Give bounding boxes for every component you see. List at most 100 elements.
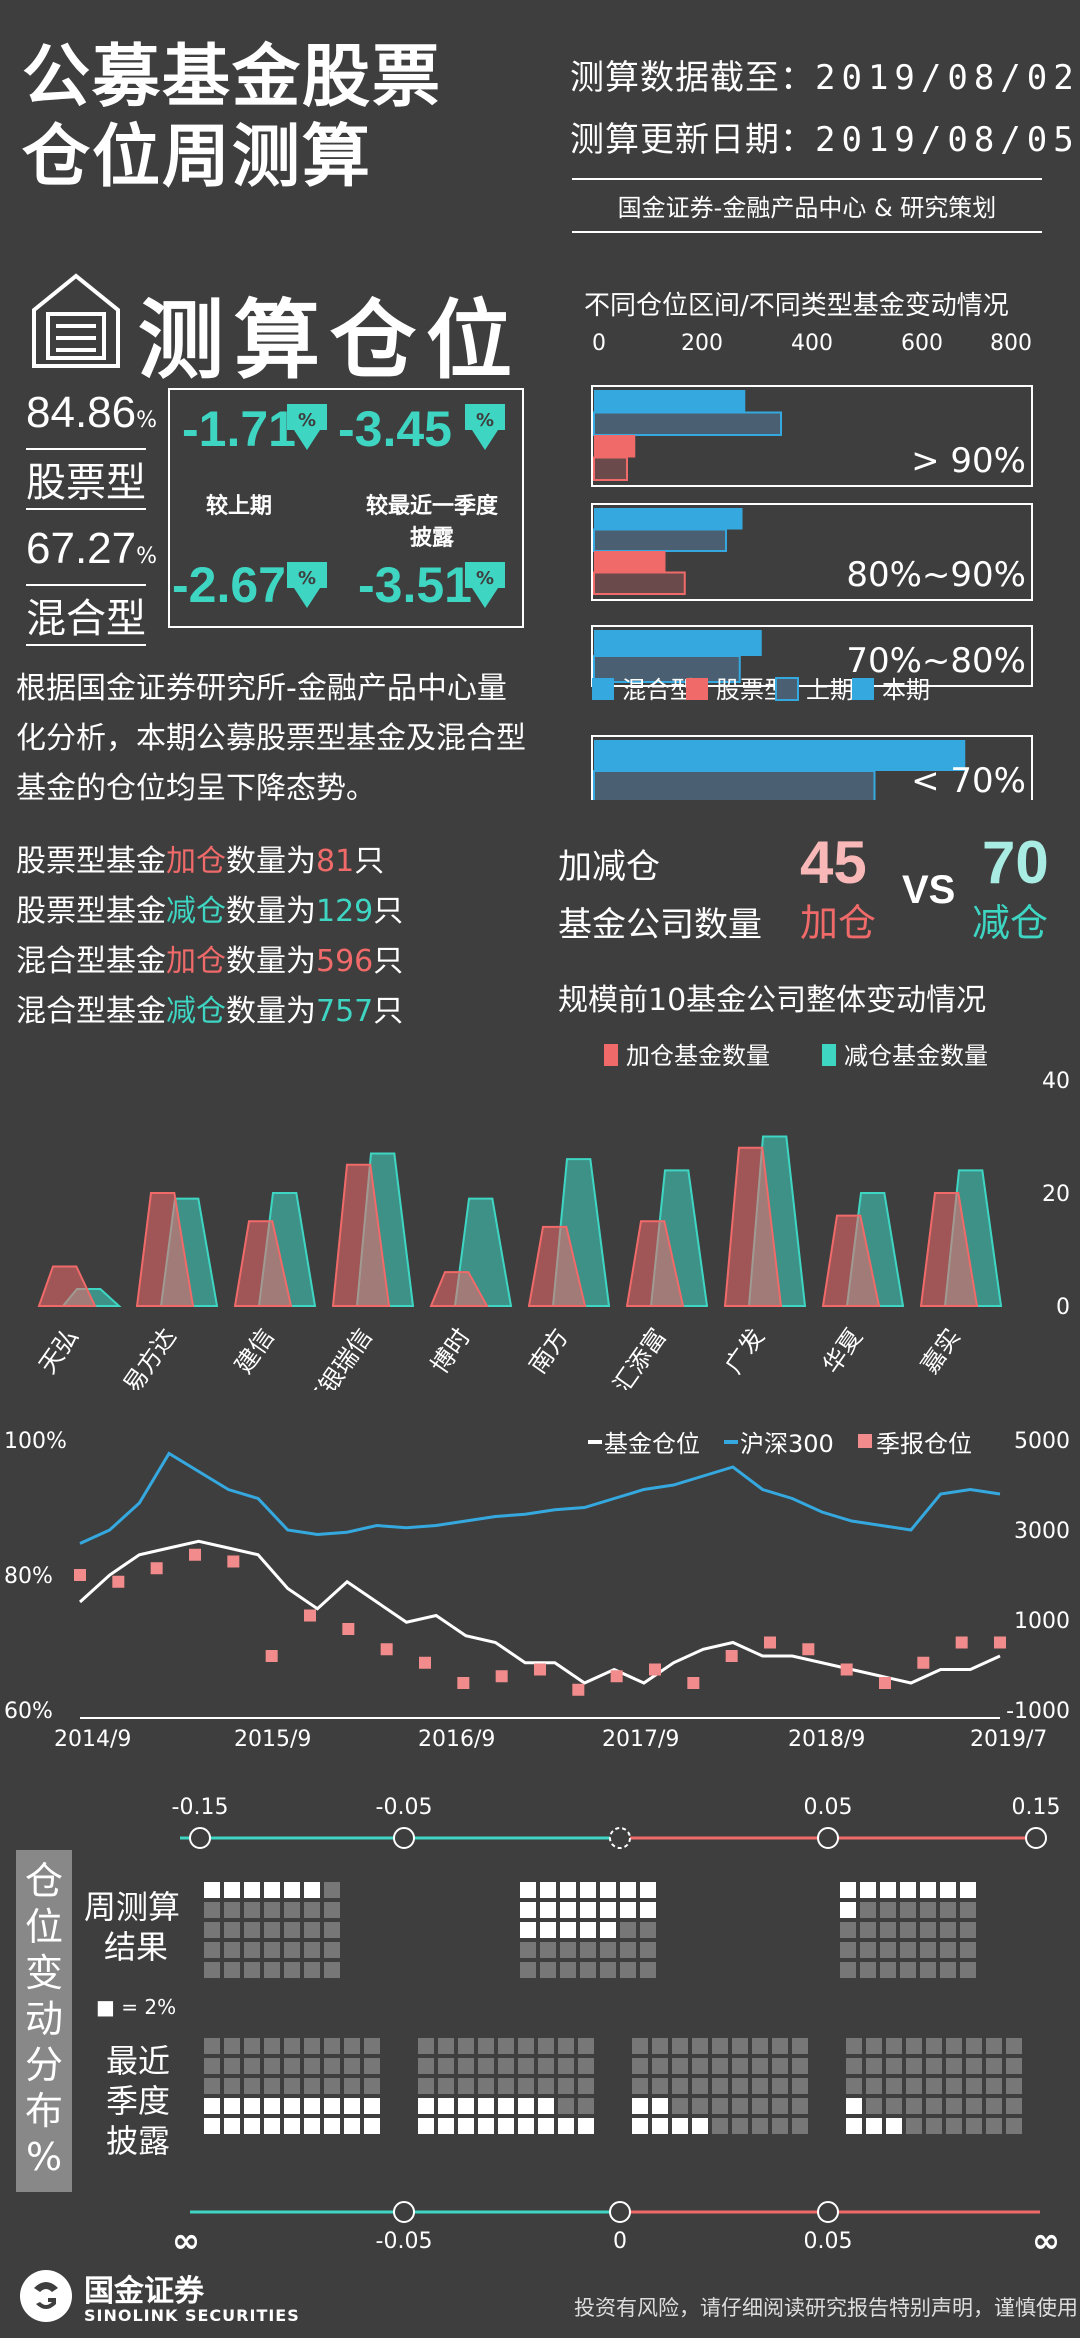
waffle-square <box>284 1922 300 1938</box>
waffle-square <box>538 2038 554 2054</box>
y-tick-label: 0 <box>1056 1295 1070 1320</box>
waffle-square <box>792 2058 808 2074</box>
waffle-square <box>672 2118 688 2134</box>
waffle-square <box>304 1902 320 1918</box>
waffle-square <box>640 1922 656 1938</box>
waffle-square <box>560 1942 576 1958</box>
stat-post: 数量为 <box>226 944 316 979</box>
pct-unit: % <box>136 544 158 569</box>
range-label: > 90% <box>911 441 1026 481</box>
waffle-square <box>458 2038 474 2054</box>
waffle-square <box>920 1902 936 1918</box>
waffle-square <box>940 1882 956 1898</box>
waffle-square <box>620 1902 636 1918</box>
waffle-square <box>478 2078 494 2094</box>
cut-company-label: 减仓 <box>972 901 1049 945</box>
waffle-square <box>600 1942 616 1958</box>
legend-label: 上期 <box>806 676 854 704</box>
stat-post: 数量为 <box>226 994 316 1029</box>
bar-mixed-last <box>594 508 743 530</box>
waffle-square <box>692 2038 708 2054</box>
mixed-change-last: -2.67 <box>172 556 286 614</box>
x-tick-label: 2016/9 <box>418 1727 495 1752</box>
bar-mixed-last <box>594 630 762 656</box>
axis-node <box>189 1827 211 1849</box>
quarter-marker <box>764 1636 776 1649</box>
waffle-square <box>244 1962 260 1978</box>
waffle-square <box>304 1882 320 1898</box>
waffle-square <box>940 1962 956 1978</box>
category-label: 嘉实 <box>915 1323 965 1378</box>
axis-node <box>393 1827 415 1849</box>
category-label: 易方达 <box>118 1323 182 1390</box>
waffle-square <box>364 2098 380 2114</box>
legend-swatch <box>858 1434 872 1448</box>
add-bar <box>625 1220 685 1307</box>
axis-node <box>817 1827 839 1849</box>
waffle-square <box>224 1942 240 1958</box>
waffle-square <box>986 2118 1002 2134</box>
waffle-square <box>498 2058 514 2074</box>
stat-num: 596 <box>316 944 374 979</box>
waffle-square <box>324 2038 340 2054</box>
waffle-square <box>792 2038 808 2054</box>
waffle-square <box>244 1902 260 1918</box>
legend-swatch <box>592 678 614 700</box>
waffle-square <box>600 1902 616 1918</box>
waffle-square <box>732 2118 748 2134</box>
bar-mixed-current <box>593 411 782 436</box>
bottom-tick: 0.05 <box>804 2229 853 2250</box>
chart-title: 不同仓位区间/不同类型基金变动情况 <box>584 291 1009 321</box>
stat-line: 股票型基金加仓数量为81只 <box>16 836 384 880</box>
add-bar <box>919 1192 979 1307</box>
waffle-square <box>712 2118 728 2134</box>
stat-num: 81 <box>316 844 355 879</box>
hs300-line <box>79 1451 1001 1545</box>
x-tick-label: 800 <box>990 331 1032 356</box>
waffle-square <box>580 1902 596 1918</box>
waffle-square <box>906 2058 922 2074</box>
weekly-label: 结果 <box>104 1928 168 1966</box>
add-bar <box>233 1220 293 1307</box>
waffle-square <box>204 2038 220 2054</box>
waffle-square <box>304 1942 320 1958</box>
waffle-square <box>364 2058 380 2074</box>
waffle-square <box>986 2058 1002 2074</box>
add-bar <box>429 1271 489 1307</box>
axis-node <box>1025 1827 1047 1849</box>
legend-label: 混合型 <box>622 676 694 704</box>
mixed-change-quarter: -3.51 <box>358 556 472 614</box>
waffle-square <box>578 2118 594 2134</box>
waffle-square <box>304 2058 320 2074</box>
quarter-marker <box>380 1643 393 1656</box>
add-bar <box>37 1265 97 1307</box>
bar-stock-current <box>594 435 636 458</box>
waffle-square <box>324 2058 340 2074</box>
mixed-chg-last-value: -2.67 <box>172 557 286 613</box>
range-group-box <box>591 625 1033 687</box>
add-bar <box>723 1146 783 1307</box>
quarter-marker <box>840 1663 853 1676</box>
waffle-square <box>1006 2078 1022 2094</box>
update-date: 测算更新日期：2019/08/05 <box>570 112 1080 161</box>
waffle-square <box>458 2118 474 2134</box>
waffle-square <box>204 2118 220 2134</box>
waffle-square <box>498 2098 514 2114</box>
waffle-square <box>846 2038 862 2054</box>
legend-swatch <box>775 677 799 701</box>
waffle-square <box>244 1882 260 1898</box>
waffle-square <box>886 2098 902 2114</box>
waffle-square <box>1006 2038 1022 2054</box>
down-arrow-icon: % <box>287 404 327 450</box>
data-cutoff-value: 2019/08/02 <box>815 58 1080 98</box>
waffle-square <box>966 2038 982 2054</box>
waffle-square <box>732 2098 748 2114</box>
x-tick-label: 0 <box>592 331 606 356</box>
y-right-tick: -1000 <box>1006 1699 1070 1724</box>
side-label-char: 仓 <box>25 1859 63 1903</box>
waffle-square <box>224 2038 240 2054</box>
waffle-square <box>880 1962 896 1978</box>
waffle-square <box>518 2058 534 2074</box>
waffle-square <box>264 1882 280 1898</box>
